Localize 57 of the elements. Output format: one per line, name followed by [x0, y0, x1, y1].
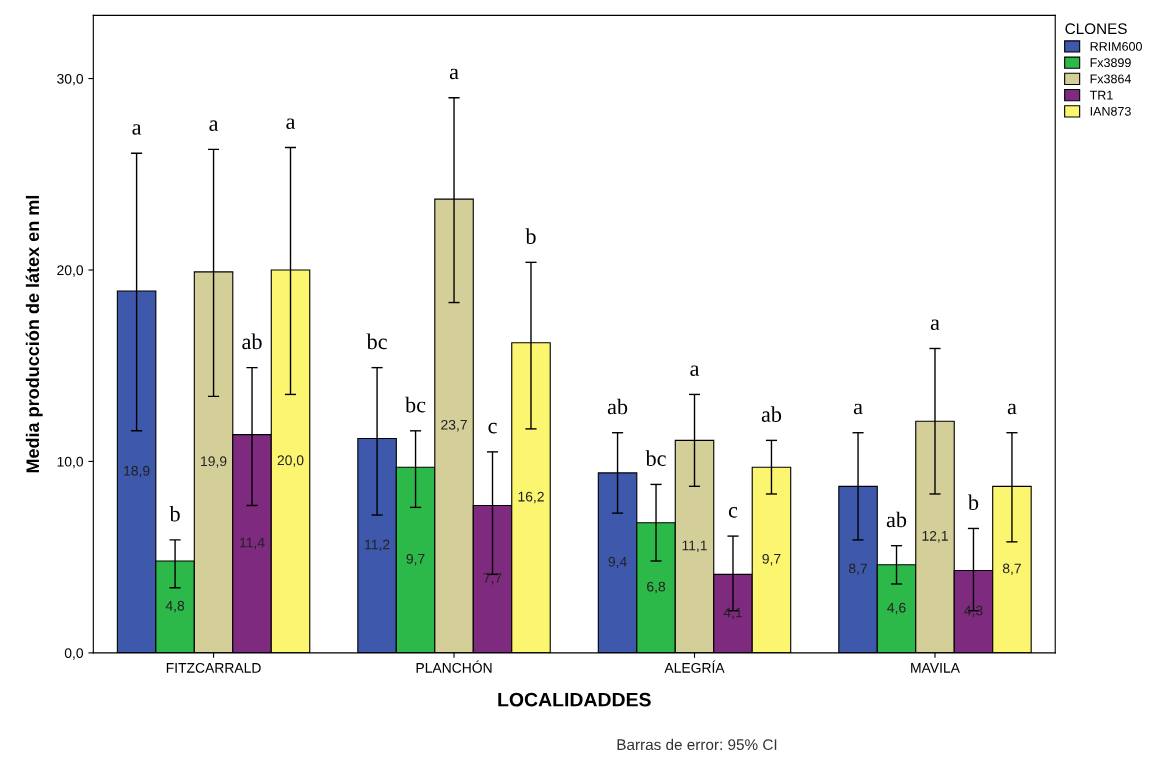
annotation: a [286, 118, 296, 130]
annotation: b [967, 494, 979, 511]
legend-label: Fx3864 [1090, 74, 1131, 84]
text: Barras de error: 95% CI [617, 738, 777, 751]
x-tick-label: FITZCARRALD [166, 662, 261, 673]
legend-label: TR1 [1089, 90, 1113, 100]
data-label: 4,3 [964, 605, 983, 618]
data-label: 9,4 [608, 556, 627, 569]
annotation: ab [761, 406, 782, 422]
x-tick-label: ALEGRÍA [664, 660, 725, 673]
annotation: c [728, 507, 738, 518]
data-label: 8,7 [1002, 563, 1021, 575]
annotation: ab [242, 333, 262, 350]
annotation: bc [366, 333, 387, 350]
annotation: a [690, 365, 700, 377]
data-label: 4,1 [723, 607, 742, 619]
annotation: a [930, 319, 940, 331]
annotation: b [169, 505, 180, 522]
legend-label: RRIM600 [1090, 42, 1142, 51]
legend-label: Fx3899 [1090, 58, 1131, 68]
annotation: a [853, 403, 863, 415]
data-label: 12,1 [922, 530, 948, 543]
annotation: ab [607, 398, 628, 415]
legend-label: IAN873 [1090, 106, 1131, 116]
annotation: c [488, 422, 497, 434]
data-label: 9,7 [406, 553, 425, 566]
data-label: 4,6 [887, 602, 906, 615]
data-label: 16,2 [518, 491, 544, 504]
y-tick-label: 0,0 [64, 648, 84, 660]
y-axis-title: Media producción de látex en ml [25, 195, 43, 473]
y-tick-label: 10,0 [57, 456, 84, 469]
annotation: a [1007, 403, 1017, 415]
legend-title: CLONES [1065, 23, 1127, 35]
data-label: 6,8 [647, 581, 666, 594]
annotation: a [209, 120, 219, 131]
annotation: a [449, 68, 459, 80]
y-tick-label: 30,0 [57, 73, 84, 86]
data-label: 11,2 [365, 539, 390, 552]
annotation: a [132, 124, 142, 135]
annotation: ab [886, 511, 907, 528]
x-tick-label: PLANCHÓN [416, 660, 492, 673]
data-label: 8,7 [848, 563, 867, 575]
data-label: 19,9 [201, 456, 227, 468]
annotation: b [525, 228, 536, 244]
data-label: 23,7 [441, 419, 467, 432]
x-tick-label: MAVILA [911, 663, 960, 673]
data-label: 4,8 [165, 600, 185, 613]
y-tick-label: 20,0 [57, 265, 84, 277]
x-axis-title: LOCALIDADDES [498, 692, 651, 707]
annotation: bc [405, 396, 426, 413]
annotation: bc [645, 450, 666, 467]
data-label: 7,7 [483, 573, 502, 585]
data-label: 20,0 [277, 455, 304, 467]
data-label: 11,1 [682, 540, 707, 552]
data-label: 18,9 [124, 465, 150, 478]
data-label: 11,4 [240, 537, 265, 550]
data-label: 9,7 [762, 553, 781, 566]
